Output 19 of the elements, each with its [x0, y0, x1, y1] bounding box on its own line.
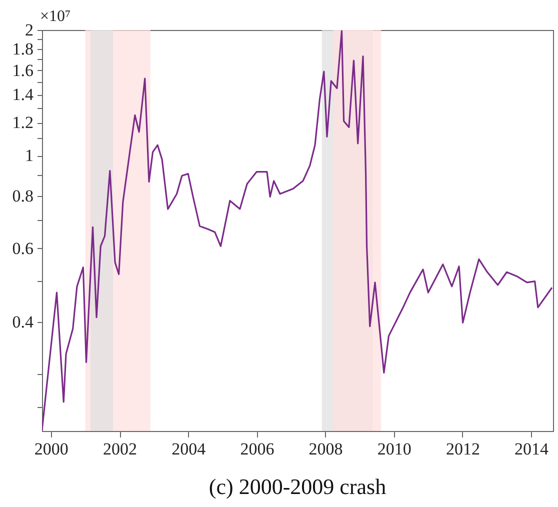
x-tick-label: 2012: [446, 440, 480, 458]
x-tick-label: 2014: [514, 440, 550, 458]
y-tick-label: 1.6: [12, 60, 34, 80]
y-tick-label: 1.4: [12, 85, 34, 104]
y-tick-label: 0.4: [12, 312, 34, 332]
y-tick-label: 0.8: [12, 186, 34, 206]
x-tick-label: 2010: [377, 440, 412, 458]
text: ×10⁷: [40, 8, 71, 25]
x-tick-label: 2008: [308, 440, 343, 458]
x-tick-label: 2000: [34, 440, 68, 458]
y-tick-label: 1.2: [12, 113, 34, 132]
y-tick-label: 0.6: [12, 238, 34, 258]
x-tick-label: 2002: [103, 440, 138, 458]
x-tick-label: 2004: [172, 440, 206, 458]
y-tick-label: 1: [25, 146, 34, 166]
text: (c) 2000-2009 crash: [208, 474, 386, 499]
y-tick-label: 1.8: [12, 40, 34, 59]
x-tick-label: 2006: [240, 440, 274, 458]
y-tick-label: 2: [25, 20, 34, 40]
